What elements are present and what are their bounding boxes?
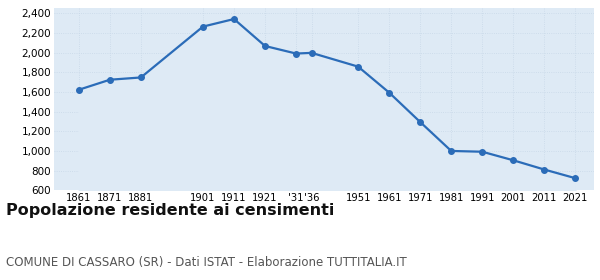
Point — [260, 44, 270, 48]
Point — [539, 167, 549, 172]
Point — [198, 24, 208, 29]
Point — [307, 51, 316, 55]
Point — [291, 51, 301, 56]
Point — [105, 78, 115, 82]
Point — [136, 75, 146, 80]
Point — [415, 120, 425, 124]
Point — [74, 88, 83, 92]
Text: Popolazione residente ai censimenti: Popolazione residente ai censimenti — [6, 203, 334, 218]
Point — [229, 17, 239, 21]
Point — [353, 64, 363, 69]
Point — [446, 149, 456, 153]
Point — [478, 150, 487, 154]
Point — [509, 158, 518, 162]
Point — [385, 90, 394, 95]
Point — [571, 176, 580, 180]
Text: COMUNE DI CASSARO (SR) - Dati ISTAT - Elaborazione TUTTITALIA.IT: COMUNE DI CASSARO (SR) - Dati ISTAT - El… — [6, 256, 407, 269]
